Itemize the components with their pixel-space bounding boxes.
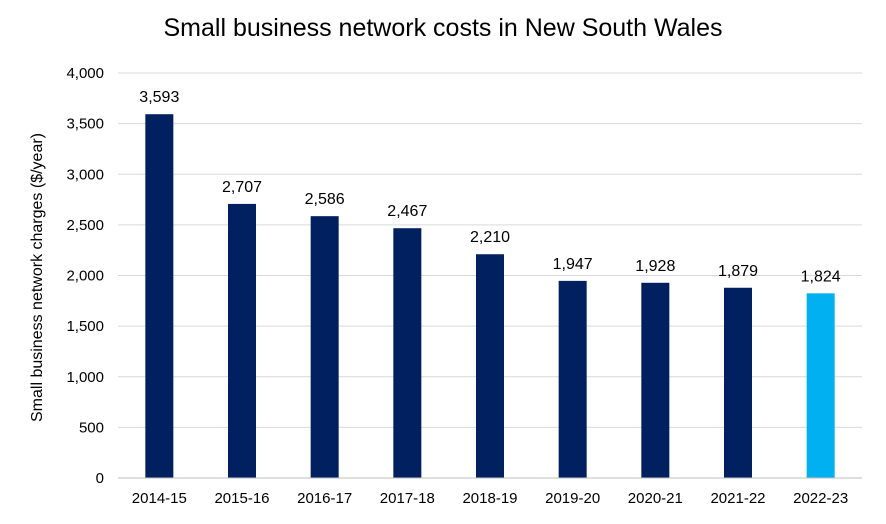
x-tick-label: 2015-16 (214, 490, 269, 507)
y-axis-title: Small business network charges ($/year) (29, 133, 46, 422)
x-tick-label: 2019-20 (545, 490, 600, 507)
bar (228, 203, 256, 478)
data-label: 2,707 (222, 179, 262, 196)
bar (641, 282, 670, 478)
bar (476, 254, 504, 478)
bar (724, 287, 752, 478)
data-label: 1,879 (718, 263, 758, 280)
axes: 0 500 1,000 1,500 2,000 2,500 3,000 3,500 4,000 2… (29, 65, 862, 507)
y-tick-label: 4,000 (66, 65, 104, 82)
data-labels: 3,593 2,707 2,586 2,467 2,210 1,947 1,928 1,879… (139, 89, 840, 285)
bar (806, 293, 835, 478)
data-label: 2,586 (305, 191, 345, 208)
y-tick-label: 1,000 (66, 369, 104, 386)
bars (145, 114, 835, 479)
bar (393, 228, 422, 478)
x-tick-label: 2020-21 (628, 490, 683, 507)
bar (310, 216, 339, 479)
y-tick-label: 1,500 (66, 318, 104, 335)
y-tick-label: 2,000 (66, 268, 104, 285)
data-label: 1,928 (635, 258, 675, 275)
data-label: 3,593 (139, 89, 179, 106)
x-tick-label: 2017-18 (380, 490, 435, 507)
y-tick-label: 0 (96, 470, 104, 487)
y-tick-label: 2,500 (66, 217, 104, 234)
chart-title: Small business network costs in New Sout… (163, 14, 723, 42)
data-label: 2,210 (470, 229, 510, 246)
y-tick-label: 3,500 (66, 116, 104, 133)
y-tick-label: 3,000 (66, 166, 104, 183)
x-tick-label: 2016-17 (297, 490, 352, 507)
y-tick-label: 500 (79, 419, 104, 436)
data-label: 1,947 (553, 256, 593, 273)
x-tick-label: 2018-19 (462, 490, 517, 507)
bar (145, 114, 174, 479)
x-tick-label: 2022-23 (793, 490, 848, 507)
x-tick-label: 2021-22 (710, 490, 765, 507)
x-tick-label: 2014-15 (132, 490, 187, 507)
data-label: 1,824 (801, 268, 841, 285)
data-label: 2,467 (387, 203, 427, 220)
bar (558, 280, 587, 478)
